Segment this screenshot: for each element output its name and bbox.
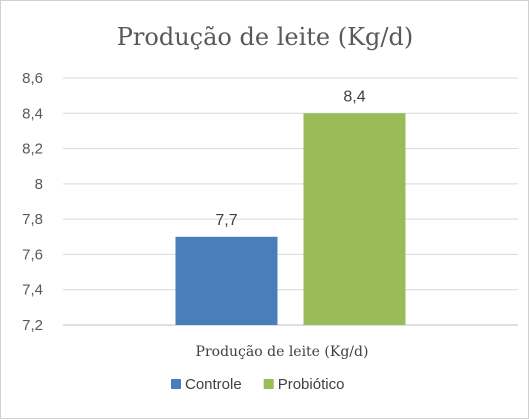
y-tick-label: 7,8 bbox=[22, 211, 43, 228]
y-tick-label: 7,2 bbox=[22, 317, 43, 334]
data-labels: 7,7 8,4 bbox=[215, 88, 365, 229]
legend-entry: Probiótico bbox=[278, 376, 345, 393]
legend-swatch bbox=[171, 379, 181, 389]
data-label: 8,4 bbox=[343, 88, 365, 105]
y-tick-label: 8,4 bbox=[22, 105, 43, 122]
legend-swatch bbox=[263, 379, 274, 389]
y-axis-ticks: 7,2 7,4 7,6 7,8 8 8,2 8,4 8,6 bbox=[22, 70, 43, 334]
y-tick-label: 8,6 bbox=[22, 70, 43, 87]
y-tick-label: 7,6 bbox=[22, 246, 43, 263]
y-tick-label: 7,4 bbox=[22, 282, 43, 299]
bar-controle bbox=[175, 236, 278, 325]
y-tick-label: 8,2 bbox=[22, 141, 43, 158]
bars bbox=[175, 113, 406, 326]
gridlines bbox=[63, 77, 518, 291]
x-category-label: Produção de leite (Kg/d) bbox=[196, 344, 369, 360]
data-label: 7,7 bbox=[215, 212, 237, 229]
chart-title: Produção de leite (Kg/d) bbox=[117, 23, 413, 51]
y-tick-label: 8 bbox=[35, 176, 43, 193]
legend: Controle Probiótico bbox=[171, 376, 344, 393]
bar-probiótico bbox=[303, 113, 406, 326]
legend-entry: Controle bbox=[185, 376, 242, 393]
